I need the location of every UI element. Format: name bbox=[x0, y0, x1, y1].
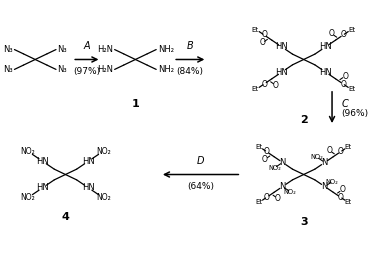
Text: O: O bbox=[326, 146, 332, 155]
Text: (96%): (96%) bbox=[342, 109, 369, 118]
Text: Et: Et bbox=[348, 86, 356, 92]
Text: (97%): (97%) bbox=[73, 67, 100, 76]
Text: NO₂: NO₂ bbox=[311, 154, 324, 160]
Text: HN: HN bbox=[275, 42, 288, 51]
Text: NO₂: NO₂ bbox=[20, 147, 35, 156]
Text: Et: Et bbox=[255, 144, 263, 150]
Text: HN: HN bbox=[319, 68, 332, 77]
Text: N₃: N₃ bbox=[3, 65, 13, 74]
Text: Et: Et bbox=[255, 199, 263, 205]
Text: (84%): (84%) bbox=[177, 67, 204, 76]
Text: NH₂: NH₂ bbox=[158, 45, 174, 54]
Text: 3: 3 bbox=[300, 217, 307, 227]
Text: O: O bbox=[273, 81, 279, 90]
Text: H₂N: H₂N bbox=[97, 45, 113, 54]
Text: O: O bbox=[261, 79, 267, 88]
Text: C: C bbox=[342, 99, 348, 108]
Text: HN: HN bbox=[36, 183, 49, 192]
Text: N₃: N₃ bbox=[57, 65, 67, 74]
Text: O: O bbox=[342, 71, 348, 80]
Text: Et: Et bbox=[252, 86, 259, 92]
Text: HN: HN bbox=[275, 68, 288, 77]
Text: O: O bbox=[259, 39, 265, 48]
Text: O: O bbox=[328, 29, 334, 38]
Text: O: O bbox=[275, 194, 281, 203]
Text: N: N bbox=[279, 182, 286, 191]
Text: B: B bbox=[187, 41, 194, 51]
Text: O: O bbox=[339, 185, 345, 194]
Text: O: O bbox=[264, 147, 269, 156]
Text: Et: Et bbox=[252, 27, 259, 33]
Text: Et: Et bbox=[345, 199, 352, 205]
Text: HN: HN bbox=[319, 42, 332, 51]
Text: D: D bbox=[197, 156, 204, 166]
Text: Et: Et bbox=[348, 27, 356, 33]
Text: N₃: N₃ bbox=[57, 45, 67, 54]
Text: NO₂: NO₂ bbox=[326, 179, 339, 185]
Text: O: O bbox=[338, 147, 344, 156]
Text: NO₂: NO₂ bbox=[269, 164, 282, 170]
Text: NO₂: NO₂ bbox=[20, 193, 35, 202]
Text: N₃: N₃ bbox=[3, 45, 13, 54]
Text: HN: HN bbox=[82, 183, 95, 192]
Text: HN: HN bbox=[82, 157, 95, 166]
Text: NO₂: NO₂ bbox=[283, 189, 296, 195]
Text: NO₂: NO₂ bbox=[96, 147, 111, 156]
Text: NH₂: NH₂ bbox=[158, 65, 174, 74]
Text: A: A bbox=[84, 41, 90, 51]
Text: O: O bbox=[338, 193, 344, 202]
Text: O: O bbox=[262, 155, 268, 164]
Text: O: O bbox=[264, 193, 269, 202]
Text: 4: 4 bbox=[62, 212, 70, 222]
Text: HN: HN bbox=[36, 157, 49, 166]
Text: (64%): (64%) bbox=[187, 182, 214, 191]
Text: H₂N: H₂N bbox=[97, 65, 113, 74]
Text: Et: Et bbox=[345, 144, 352, 150]
Text: 1: 1 bbox=[131, 99, 139, 109]
Text: O: O bbox=[340, 30, 346, 39]
Text: N: N bbox=[279, 158, 286, 167]
Text: O: O bbox=[340, 79, 346, 88]
Text: 2: 2 bbox=[300, 115, 307, 125]
Text: O: O bbox=[261, 30, 267, 39]
Text: NO₂: NO₂ bbox=[96, 193, 111, 202]
Text: N: N bbox=[321, 158, 328, 167]
Text: N: N bbox=[321, 182, 328, 191]
